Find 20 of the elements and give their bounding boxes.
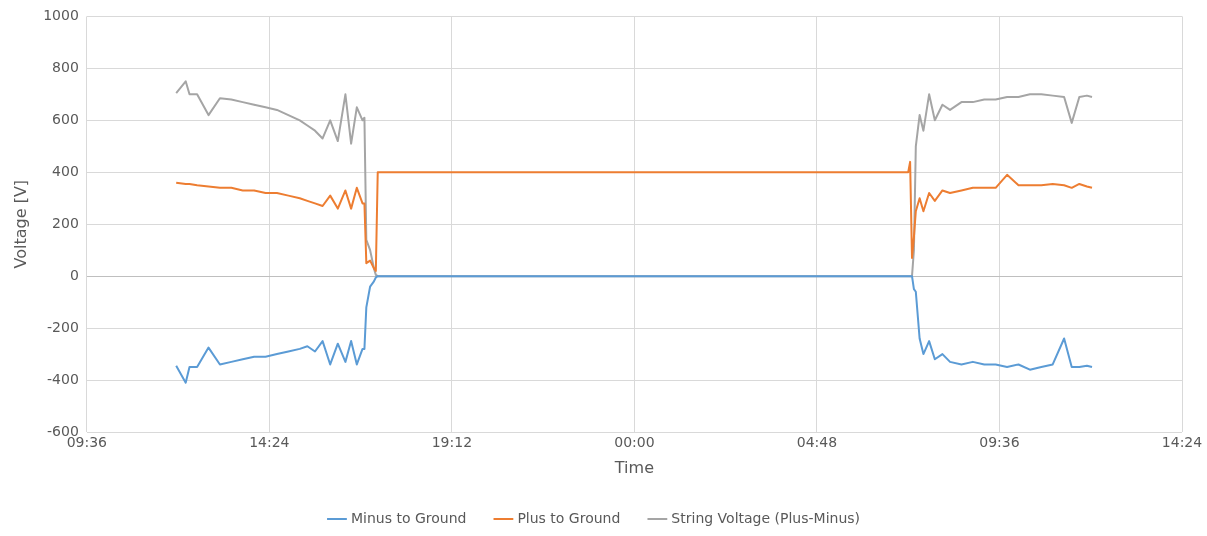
x-tick-label: 09:36 xyxy=(979,434,1020,451)
x-tick-label: 00:00 xyxy=(614,434,655,451)
x-tick-label: 14:24 xyxy=(1161,434,1203,451)
y-axis-title: Voltage [V] xyxy=(10,179,30,269)
x-tick-label: 19:12 xyxy=(431,434,473,451)
legend-label: Minus to Ground xyxy=(350,509,467,526)
y-tick-label: 800 xyxy=(52,58,79,75)
y-tick-label: 0 xyxy=(69,266,79,283)
x-tick-label: 09:36 xyxy=(66,434,108,451)
y-tick-label: 1000 xyxy=(43,7,79,24)
y-tick-label: 200 xyxy=(52,214,79,231)
y-tick-label: 400 xyxy=(52,162,79,179)
x-axis-title: Time xyxy=(613,457,654,477)
x-tick-label: 04:48 xyxy=(796,434,838,451)
x-tick-label: 14:24 xyxy=(249,434,290,451)
y-tick-label: 600 xyxy=(52,110,79,127)
legend-label: Plus to Ground xyxy=(517,509,621,526)
legend-label: String Voltage (Plus-Minus) xyxy=(671,509,861,526)
y-tick-label: -200 xyxy=(47,318,79,335)
y-tick-label: -400 xyxy=(47,370,79,387)
